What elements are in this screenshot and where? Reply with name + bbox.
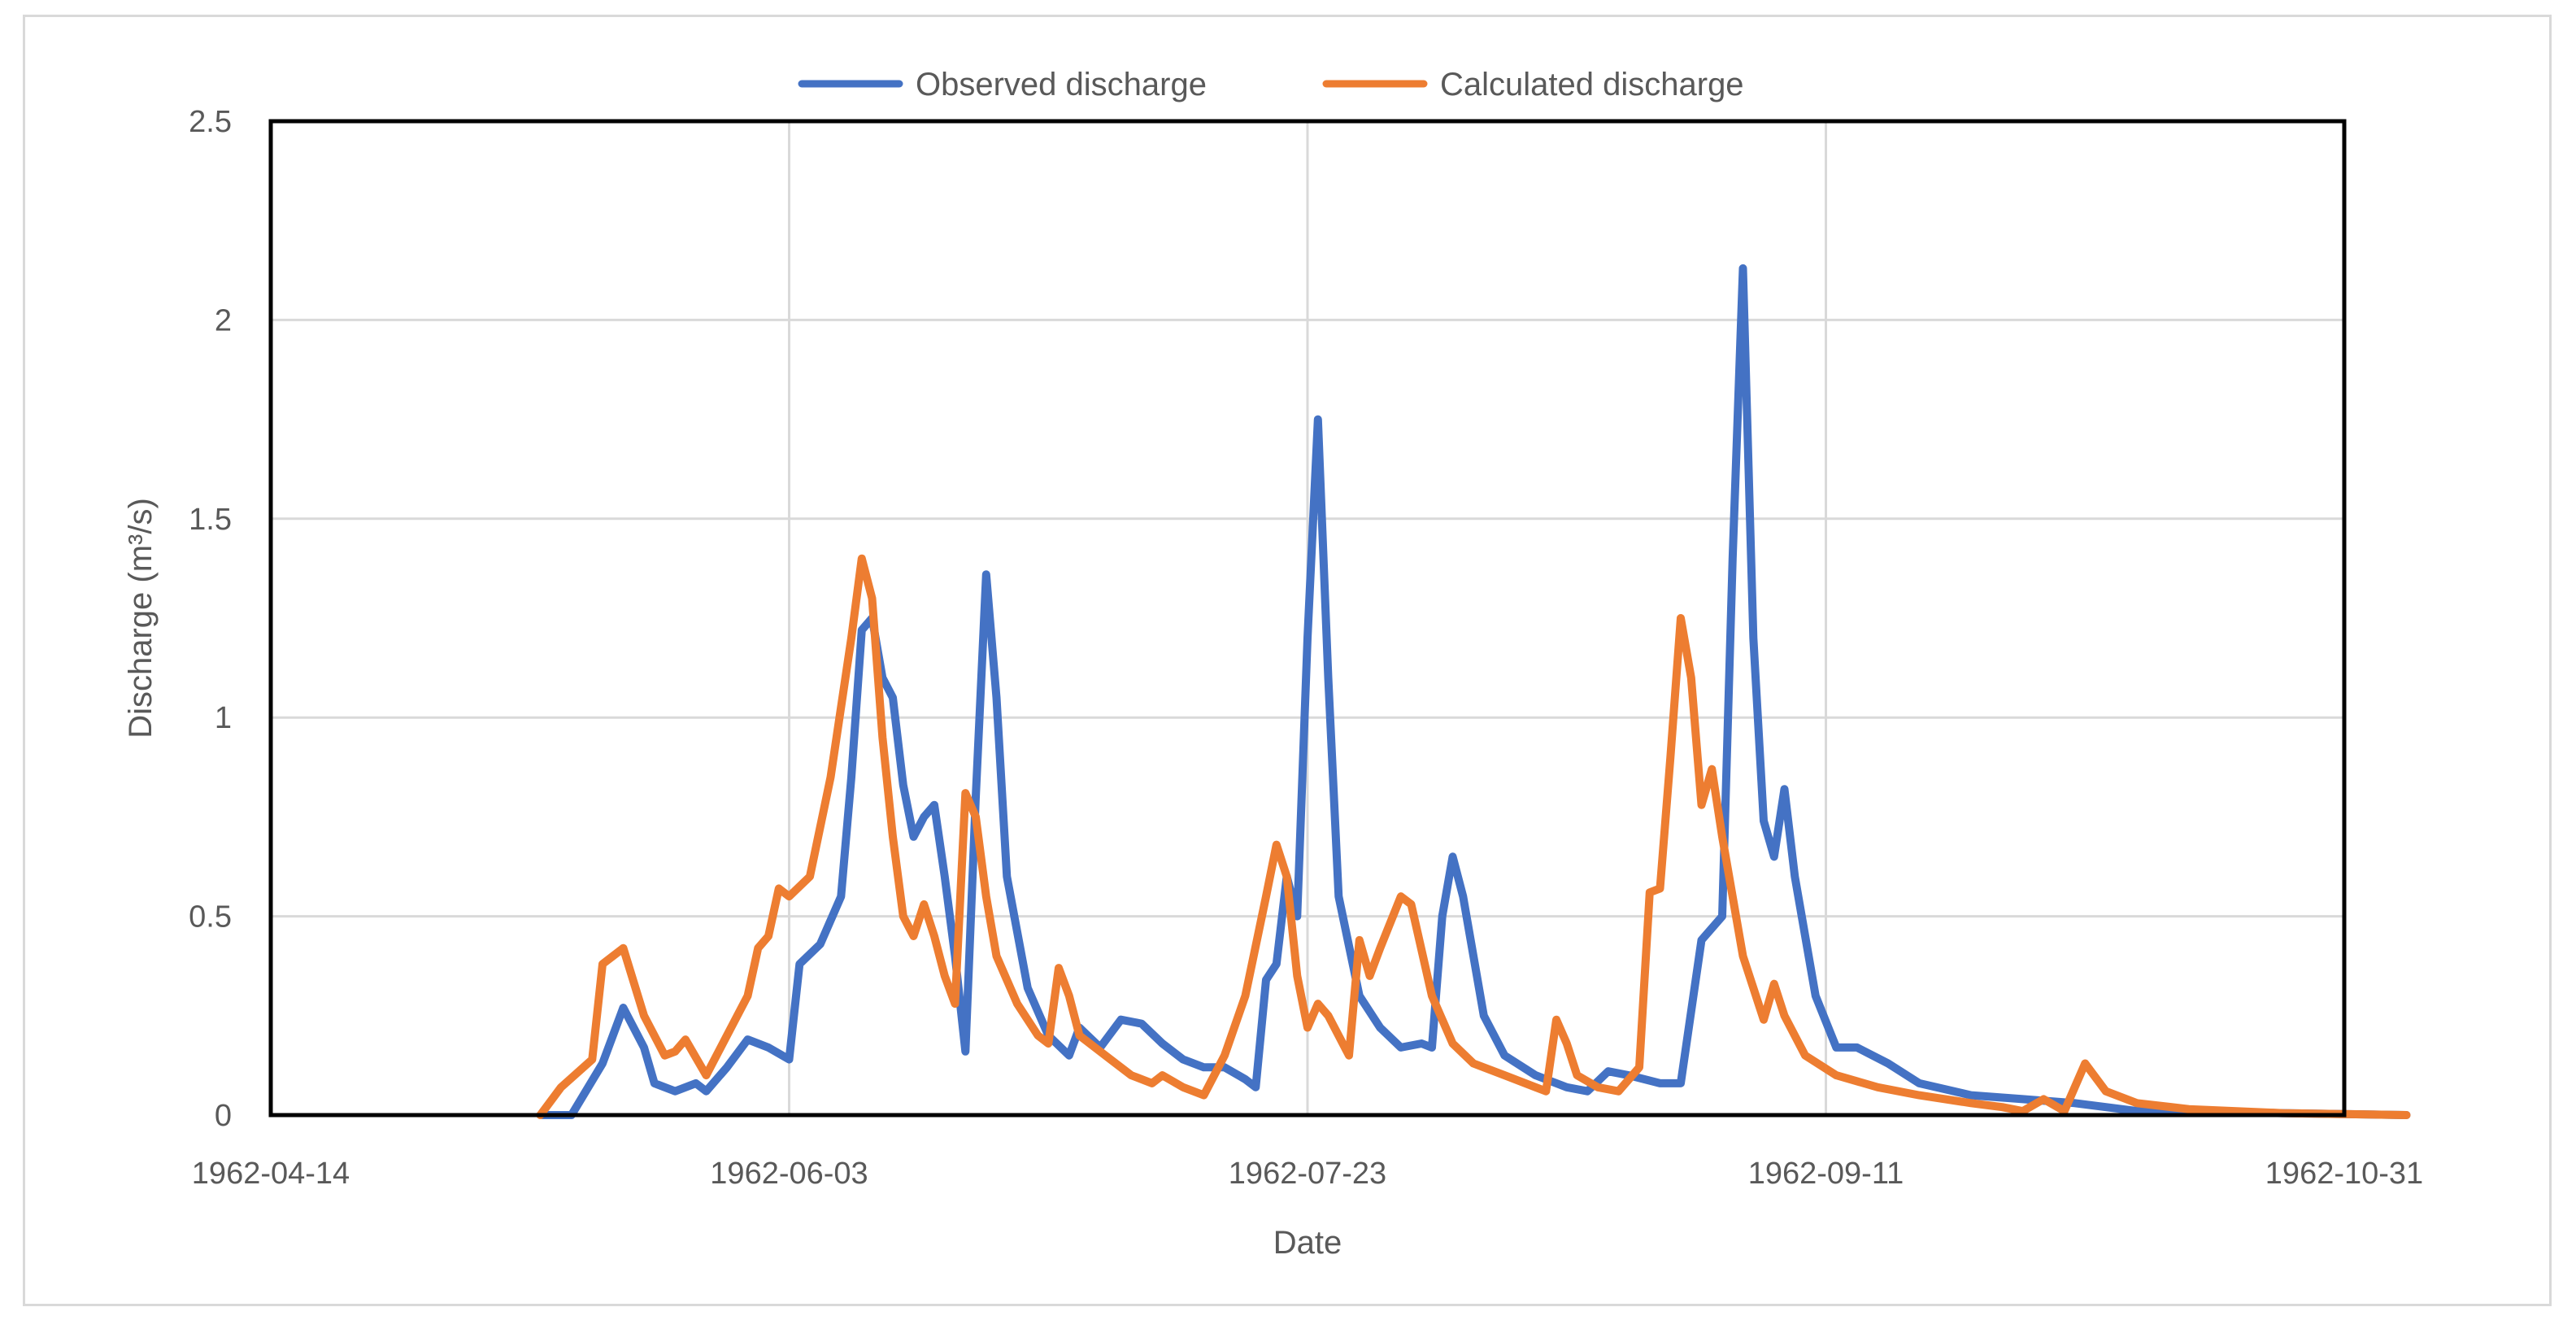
legend-label-calculated: Calculated discharge bbox=[1440, 67, 1744, 102]
x-tick-label: 1962-10-31 bbox=[2265, 1157, 2423, 1191]
x-axis-ticks: 1962-04-14 1962-06-03 1962-07-23 1962-09-11… bbox=[192, 1157, 2423, 1191]
x-tick-label: 1962-07-23 bbox=[1229, 1157, 1386, 1191]
series-line-calculated bbox=[536, 554, 2411, 1119]
y-tick-label: 2.5 bbox=[189, 105, 232, 139]
series-lines bbox=[536, 264, 2411, 1119]
y-tick-label: 2 bbox=[215, 303, 232, 338]
y-tick-label: 0.5 bbox=[189, 900, 232, 935]
y-tick-label: 1 bbox=[215, 701, 232, 735]
x-tick-label: 1962-06-03 bbox=[710, 1157, 868, 1191]
x-tick-label: 1962-09-11 bbox=[1748, 1157, 1904, 1191]
y-tick-label: 1.5 bbox=[189, 503, 232, 537]
y-tick-label: 0 bbox=[215, 1099, 232, 1133]
series-line-observed bbox=[536, 264, 2411, 1119]
y-axis-title: Discharge (m³/s) bbox=[123, 498, 159, 739]
chart-frame: 0 0.5 1 1.5 2 2.5 1962-04-14 1962-06-03 1962-07… bbox=[23, 15, 2552, 1306]
legend: Observed discharge Calculated discharge bbox=[798, 67, 1744, 102]
x-axis-title: Date bbox=[1273, 1225, 1342, 1261]
plot-area-border bbox=[268, 119, 2347, 1118]
y-axis-ticks: 0 0.5 1 1.5 2 2.5 bbox=[189, 105, 232, 1133]
x-tick-label: 1962-04-14 bbox=[192, 1157, 350, 1191]
discharge-chart: 0 0.5 1 1.5 2 2.5 1962-04-14 1962-06-03 1962-07… bbox=[123, 67, 2423, 1261]
legend-label-observed: Observed discharge bbox=[916, 67, 1207, 102]
